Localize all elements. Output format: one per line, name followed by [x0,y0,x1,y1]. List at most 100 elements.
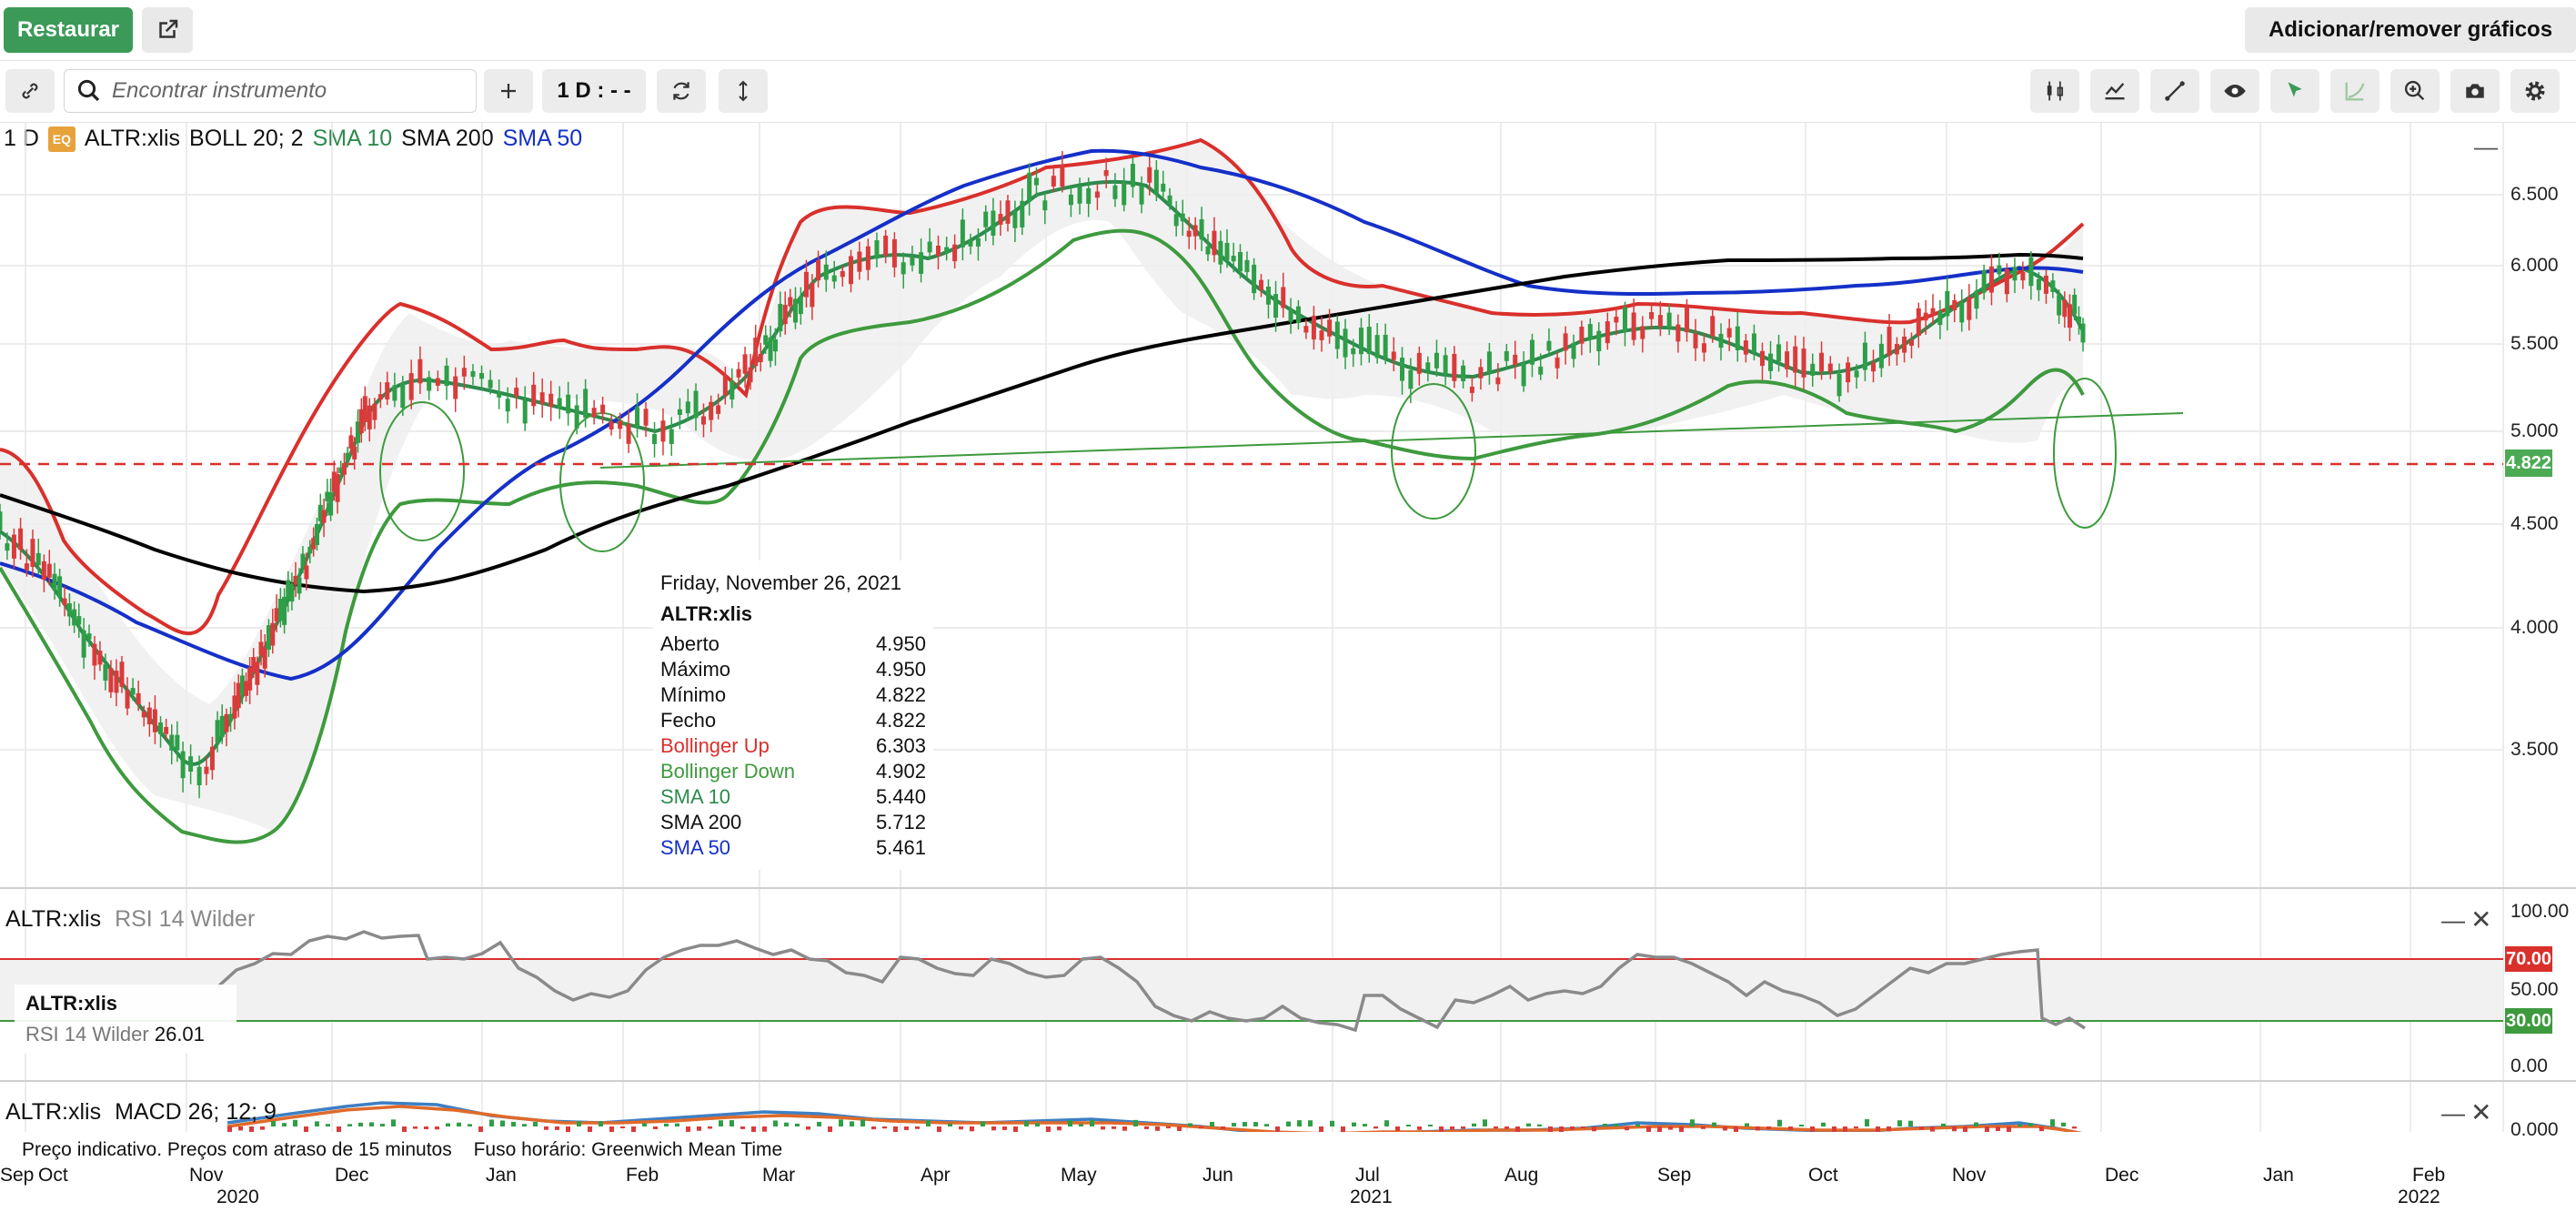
candle-body [1846,362,1851,383]
legend-sma10[interactable]: SMA 10 [312,126,393,151]
candle-body [557,398,562,409]
expand-vertical-button[interactable] [719,69,768,113]
candle-body [1416,352,1422,374]
candle-body [338,467,344,474]
legend-sma200[interactable]: SMA 200 [401,126,494,151]
add-remove-charts-button[interactable]: Adicionar/remover gráficos [2245,7,2576,53]
tooltip-date: Friday, November 26, 2021 [660,571,901,594]
macd-histogram-bar [1253,1122,1258,1126]
legend-boll[interactable]: BOLL 20; 2 [189,126,304,151]
candle-body [1042,200,1048,211]
candle-body [1767,353,1773,371]
cursor-button[interactable] [2270,69,2319,113]
rsi-close-icon[interactable]: ✕ [2470,905,2492,934]
legend-symbol[interactable]: ALTR:xlis [84,126,181,151]
visibility-button[interactable] [2210,69,2259,113]
candle-body [919,252,924,274]
add-instrument-button[interactable] [484,69,533,113]
candle-body [991,210,996,236]
candle-body [274,608,279,621]
candle-body [331,471,337,492]
interval-selector[interactable]: 1 D : - - [542,69,646,113]
candle-body [362,396,367,422]
indicators-button[interactable] [2090,69,2139,113]
rsi-symbol: ALTR:xlis [5,906,102,932]
macd-histogram-bar [740,1126,745,1129]
candle-body [1060,164,1065,187]
macd-histogram-bar [991,1126,996,1131]
candle-body [1327,319,1333,337]
macd-histogram-bar [304,1126,308,1132]
legend-sma50[interactable]: SMA 50 [502,126,583,151]
restore-button[interactable]: Restaurar [4,7,133,53]
macd-histogram-bar [730,1120,734,1126]
macd-histogram-bar [620,1126,625,1129]
macd-histogram-bar [315,1121,319,1126]
candle-body [1952,299,1957,311]
candle-body [1894,344,1899,355]
candle-body [1997,265,2002,275]
refresh-button[interactable] [657,69,706,113]
candle-body [1469,386,1474,393]
macd-histogram-bar [1112,1126,1116,1129]
candle-body [609,421,614,430]
macd-histogram-bar [391,1119,396,1126]
rsi-minimize-icon[interactable]: — [2441,906,2465,934]
zoom-in-icon [2404,80,2425,101]
zoom-button[interactable] [2390,69,2440,113]
macd-histogram-bar [511,1121,516,1126]
candle-body [1631,312,1636,340]
macd-histogram-bar [773,1120,778,1126]
candle-body [1358,328,1363,355]
rsi-value-box: ALTR:xlis RSI 14 Wilder 26.01 [15,985,236,1054]
tooltip-row-label: Máximo [660,658,731,681]
bollinger-band-fill [0,140,2083,832]
curve-tool-button[interactable] [2330,69,2380,113]
footnote: Preço indicativo. Preços com atraso de 1… [22,1139,782,1161]
drawn-circle-4[interactable] [2053,378,2117,529]
open-external-button[interactable] [142,7,193,53]
macd-histogram-bar [1810,1126,1815,1132]
chart-area[interactable] [0,122,2576,1132]
draw-line-button[interactable] [2150,69,2199,113]
main-panel-minimize-icon[interactable]: — [2474,133,2498,160]
macd-histogram-bar [1199,1126,1203,1129]
link-button[interactable] [5,69,55,113]
macd-close-icon[interactable]: ✕ [2470,1098,2492,1126]
candle-body [1281,287,1286,308]
search-input[interactable]: Encontrar instrumento [64,69,477,113]
search-icon [77,79,100,102]
screenshot-button[interactable] [2450,69,2500,113]
candle-body [314,523,319,546]
macd-histogram-bar [1057,1126,1062,1131]
candle-body [1224,242,1230,260]
macd-histogram-bar [358,1122,363,1126]
macd-histogram-bar [817,1121,821,1126]
candle-body [1596,330,1602,352]
candle-body [1068,194,1073,206]
macd-histogram-bar [1974,1122,1978,1126]
timezone-note: Fuso horário: Greenwich Mean Time [473,1139,783,1160]
macd-histogram-bar [1046,1126,1051,1132]
macd-histogram-bar [1035,1123,1040,1126]
macd-histogram-bar [1777,1119,1782,1126]
candle-body [164,726,169,734]
macd-histogram-bar [609,1126,614,1132]
macd-histogram-bar [1745,1123,1749,1126]
chart-type-button[interactable] [2030,69,2079,113]
macd-histogram-bar [1264,1124,1269,1126]
candle-body [1374,335,1380,359]
tooltip-row: Aberto 4.950 [660,631,926,657]
month-oct-2020: Oct [38,1165,68,1186]
candle-body [141,712,146,718]
macd-minimize-icon[interactable]: — [2441,1099,2465,1126]
candle-body [453,376,458,399]
drawn-circle-3[interactable] [1391,383,1476,520]
macd-histogram-bar [2007,1126,2011,1132]
drawn-circle-1[interactable] [379,401,465,541]
candle-body [119,662,125,687]
candle-body [1495,377,1501,385]
tooltip-row-label: SMA 200 [660,811,742,833]
settings-button[interactable] [2511,69,2560,113]
rsi-name: RSI 14 Wilder [115,906,256,932]
